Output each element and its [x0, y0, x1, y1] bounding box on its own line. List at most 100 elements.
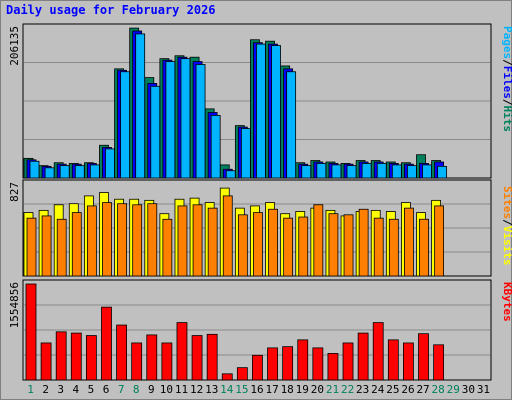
kbytes-bar-day-28 — [433, 344, 445, 381]
day-label-21: 21 — [326, 383, 339, 396]
kbytes-bar-day-18 — [282, 346, 294, 381]
y-max-label: 1554856 — [8, 282, 21, 328]
sites-bar-day-22 — [343, 214, 354, 277]
sites-bar-day-19 — [298, 216, 309, 277]
kbytes-bar-day-2 — [40, 342, 52, 381]
kbytes-bar-day-23 — [357, 332, 369, 381]
pages-bar-day-23 — [361, 163, 372, 179]
kbytes-bar-day-12 — [191, 335, 203, 381]
pages-bar-day-3 — [59, 165, 70, 179]
pages-bar-day-21 — [331, 164, 342, 179]
kbytes-bar-day-4 — [70, 332, 82, 381]
sites-bar-day-25 — [388, 218, 399, 277]
sites-bar-day-20 — [313, 204, 324, 277]
kbytes-bar-day-21 — [327, 353, 339, 381]
legend-entry: Pages — [501, 26, 512, 59]
kbytes-bar-day-11 — [176, 322, 188, 381]
day-label-24: 24 — [371, 383, 385, 396]
legend-entry: Hits — [501, 106, 512, 133]
pages-bar-day-11 — [180, 58, 191, 179]
kbytes-bar-day-5 — [85, 335, 97, 381]
kbytes-bar-day-6 — [101, 306, 112, 381]
y-max-label: 827 — [8, 182, 21, 202]
sites-bar-day-18 — [283, 217, 294, 277]
pages-bar-day-27 — [422, 164, 432, 179]
day-label-12: 12 — [190, 383, 203, 396]
legend-entry: / — [501, 219, 512, 226]
sites-bar-day-12 — [192, 204, 203, 277]
legend-entry: / — [501, 59, 512, 66]
pages-bar-day-20 — [316, 163, 327, 179]
kbytes-bar-day-7 — [116, 324, 127, 381]
day-label-2: 2 — [42, 383, 49, 396]
kbytes-bar-day-10 — [161, 342, 173, 381]
sites-bar-day-16 — [253, 212, 263, 277]
kbytes-bar-day-19 — [297, 339, 309, 381]
sites-bar-day-1 — [26, 217, 37, 277]
sites-bar-day-27 — [419, 218, 429, 277]
day-label-9: 9 — [148, 383, 155, 396]
kbytes-bar-day-22 — [342, 342, 354, 381]
pages-bar-day-9 — [150, 85, 161, 179]
legend-entry: / — [501, 99, 512, 106]
day-label-11: 11 — [175, 383, 188, 396]
day-label-10: 10 — [160, 383, 173, 396]
day-label-6: 6 — [103, 383, 110, 396]
sites-bar-day-9 — [147, 203, 158, 277]
pages-bar-day-12 — [195, 64, 206, 179]
sites-bar-day-24 — [373, 217, 384, 277]
pages-bar-day-5 — [89, 164, 100, 179]
sites-bar-day-13 — [207, 207, 218, 277]
sites-bar-day-21 — [328, 213, 339, 277]
day-label-5: 5 — [88, 383, 95, 396]
day-label-31: 31 — [477, 383, 490, 396]
kbytes-bar-day-26 — [403, 342, 414, 381]
kbytes-bar-day-27 — [418, 333, 429, 381]
day-label-23: 23 — [356, 383, 369, 396]
kbytes-bar-day-15 — [236, 367, 248, 381]
day-label-18: 18 — [281, 383, 294, 396]
kbytes-bar-day-1 — [25, 283, 37, 381]
sites-bar-day-8 — [132, 204, 143, 277]
day-label-17: 17 — [265, 383, 278, 396]
kbytes-bar-day-25 — [387, 339, 399, 381]
pages-bar-day-13 — [210, 115, 221, 179]
pages-bar-day-7 — [120, 71, 130, 179]
pages-bar-day-15 — [240, 128, 251, 179]
pages-bar-day-4 — [74, 165, 85, 179]
pages-bar-day-14 — [225, 170, 236, 179]
day-label-22: 22 — [341, 383, 354, 396]
day-label-25: 25 — [386, 383, 399, 396]
pages-bar-day-25 — [391, 164, 402, 179]
pages-bar-day-8 — [135, 33, 146, 179]
kbytes-bar-day-8 — [131, 342, 143, 381]
kbytes-bar-day-13 — [206, 333, 218, 381]
day-label-27: 27 — [416, 383, 429, 396]
sites-bar-day-2 — [41, 215, 52, 277]
day-label-29: 29 — [447, 383, 460, 396]
sites-bar-day-7 — [117, 203, 127, 277]
sites-bar-day-4 — [71, 212, 82, 277]
legend: Pages/Files/Hits — [501, 26, 512, 132]
pages-bar-day-16 — [256, 43, 266, 179]
day-label-28: 28 — [432, 383, 445, 396]
kbytes-bar-day-20 — [312, 347, 324, 381]
day-label-14: 14 — [220, 383, 234, 396]
sites-bar-day-15 — [237, 214, 248, 277]
legend: Sites/Visits — [501, 186, 512, 266]
legend-entry: Visits — [501, 226, 512, 266]
legend-entry: KBytes — [501, 282, 512, 322]
pages-bar-day-2 — [44, 167, 55, 179]
pages-bar-day-26 — [407, 165, 417, 179]
pages-bar-day-18 — [286, 71, 297, 179]
sites-bar-day-26 — [404, 207, 414, 277]
day-label-20: 20 — [311, 383, 324, 396]
day-label-1: 1 — [27, 383, 34, 396]
sites-bar-day-14 — [222, 195, 233, 277]
chart-title: Daily usage for February 2026 — [6, 3, 216, 17]
pages-bar-day-10 — [165, 61, 176, 179]
day-label-8: 8 — [133, 383, 140, 396]
day-label-4: 4 — [73, 383, 80, 396]
day-label-16: 16 — [250, 383, 263, 396]
